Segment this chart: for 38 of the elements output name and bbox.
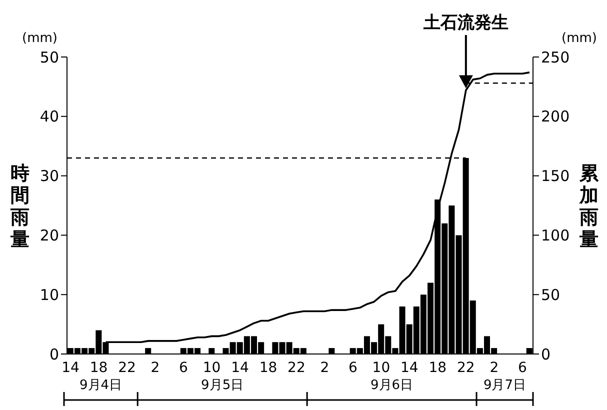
y2-tick-label: 100 xyxy=(541,226,570,245)
text: 土石流発生 xyxy=(422,13,508,33)
y2-tick-label: 250 xyxy=(541,48,570,66)
text: 9月5日 xyxy=(201,378,244,393)
x-tick-label: 14 xyxy=(231,360,249,376)
text: 9月4日 xyxy=(80,378,122,393)
x-tick-label: 18 xyxy=(259,360,278,376)
x-tick-label: 10 xyxy=(202,360,221,376)
y2-tick-label: 150 xyxy=(541,167,570,186)
x-tick-label: 6 xyxy=(518,360,527,376)
x-tick-label: 6 xyxy=(348,360,358,376)
y-tick-label: 40 xyxy=(40,108,59,126)
x-tick-label: 14 xyxy=(62,360,80,376)
y2-axis-title: 累加雨量 xyxy=(578,162,600,250)
x-tick-label: 18 xyxy=(428,360,447,376)
x-tick-label: 2 xyxy=(320,360,330,376)
y-tick-label: 20 xyxy=(40,226,59,245)
x-tick-label: 10 xyxy=(372,360,390,376)
y-axis-title: 時間雨量 xyxy=(10,162,30,250)
text: (mm) xyxy=(22,31,58,46)
x-tick-label: 14 xyxy=(400,360,418,376)
y2-tick-label: 0 xyxy=(541,345,551,364)
y-tick-label: 30 xyxy=(40,167,59,186)
y2-tick-label: 50 xyxy=(541,286,560,304)
x-tick-label: 22 xyxy=(118,360,136,376)
text: 9月7日 xyxy=(483,378,526,393)
x-tick-label: 22 xyxy=(457,360,475,376)
x-tick-label: 2 xyxy=(490,360,499,376)
y-tick-label: 0 xyxy=(49,345,59,364)
text: 9月6日 xyxy=(370,378,414,393)
y-tick-label: 10 xyxy=(40,286,59,304)
y-tick-label: 50 xyxy=(40,48,59,66)
x-tick-label: 22 xyxy=(288,360,306,376)
x-tick-label: 2 xyxy=(150,360,160,376)
text: (mm) xyxy=(562,31,597,46)
y2-tick-label: 200 xyxy=(541,108,570,126)
x-tick-label: 18 xyxy=(90,360,108,376)
x-tick-label: 6 xyxy=(179,360,188,376)
